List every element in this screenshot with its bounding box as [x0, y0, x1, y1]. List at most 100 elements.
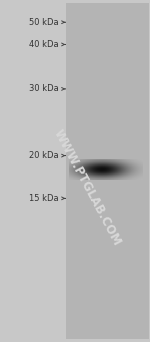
Bar: [129, 170, 130, 171]
Bar: [115, 177, 116, 178]
Bar: [79, 167, 80, 168]
Bar: [89, 172, 90, 173]
Bar: [82, 173, 83, 174]
Bar: [73, 177, 74, 178]
Bar: [86, 168, 87, 169]
Bar: [81, 171, 82, 172]
Bar: [96, 172, 97, 173]
Bar: [121, 164, 122, 165]
Bar: [95, 174, 96, 175]
Bar: [119, 162, 120, 163]
Bar: [142, 170, 143, 171]
Bar: [129, 169, 130, 170]
Bar: [93, 171, 94, 172]
Bar: [130, 164, 131, 165]
Bar: [101, 159, 102, 160]
Bar: [74, 161, 75, 162]
Bar: [109, 170, 110, 171]
Bar: [134, 179, 135, 180]
Bar: [106, 171, 107, 172]
Bar: [129, 164, 130, 165]
Bar: [139, 173, 140, 174]
Bar: [127, 161, 128, 162]
Bar: [85, 177, 86, 178]
Bar: [119, 174, 120, 175]
Bar: [117, 168, 118, 169]
Bar: [93, 169, 94, 170]
Bar: [87, 174, 88, 175]
Bar: [87, 172, 88, 173]
Bar: [99, 176, 100, 177]
Bar: [80, 177, 81, 178]
Bar: [91, 172, 92, 173]
Bar: [92, 161, 93, 162]
Bar: [108, 161, 109, 162]
Bar: [103, 172, 104, 173]
Bar: [140, 160, 141, 161]
Bar: [77, 179, 78, 180]
Bar: [89, 166, 90, 167]
Bar: [79, 179, 80, 180]
Bar: [113, 172, 114, 173]
Bar: [119, 170, 120, 171]
Bar: [123, 166, 124, 167]
Bar: [86, 163, 87, 164]
Bar: [113, 167, 114, 168]
Bar: [104, 166, 105, 167]
Bar: [70, 160, 71, 161]
Bar: [133, 159, 134, 160]
Bar: [132, 164, 133, 165]
Bar: [116, 164, 117, 165]
Bar: [95, 164, 96, 165]
Bar: [73, 160, 74, 161]
Bar: [83, 163, 84, 164]
Bar: [80, 169, 81, 170]
Bar: [80, 166, 81, 167]
Bar: [120, 162, 121, 163]
Bar: [120, 160, 121, 161]
Bar: [131, 179, 132, 180]
Bar: [137, 171, 138, 172]
Bar: [88, 159, 89, 160]
Bar: [122, 165, 123, 166]
Bar: [121, 170, 122, 171]
Bar: [116, 165, 117, 166]
Bar: [103, 177, 104, 178]
Bar: [80, 170, 81, 171]
Bar: [78, 170, 79, 171]
Bar: [81, 174, 82, 175]
Bar: [120, 173, 121, 174]
Bar: [136, 161, 137, 162]
Bar: [98, 164, 99, 165]
Bar: [78, 162, 79, 163]
Bar: [93, 176, 94, 177]
Bar: [139, 160, 140, 161]
Bar: [99, 179, 100, 180]
Bar: [96, 168, 97, 169]
Bar: [112, 172, 113, 173]
Bar: [140, 170, 141, 171]
Bar: [131, 163, 132, 164]
Bar: [74, 160, 75, 161]
Bar: [129, 174, 130, 175]
Bar: [89, 174, 90, 175]
Bar: [75, 176, 76, 177]
Bar: [124, 163, 125, 164]
Bar: [132, 174, 133, 175]
Bar: [92, 164, 93, 165]
Bar: [84, 177, 85, 178]
Bar: [116, 160, 117, 161]
Bar: [85, 178, 86, 179]
Bar: [125, 164, 126, 165]
Bar: [126, 169, 127, 170]
Bar: [70, 171, 71, 172]
Bar: [124, 179, 125, 180]
Bar: [131, 175, 132, 176]
Bar: [112, 169, 113, 170]
Bar: [100, 165, 101, 166]
Bar: [139, 170, 140, 171]
Bar: [99, 169, 100, 170]
Bar: [69, 173, 70, 174]
Bar: [71, 178, 72, 179]
Bar: [131, 160, 132, 161]
